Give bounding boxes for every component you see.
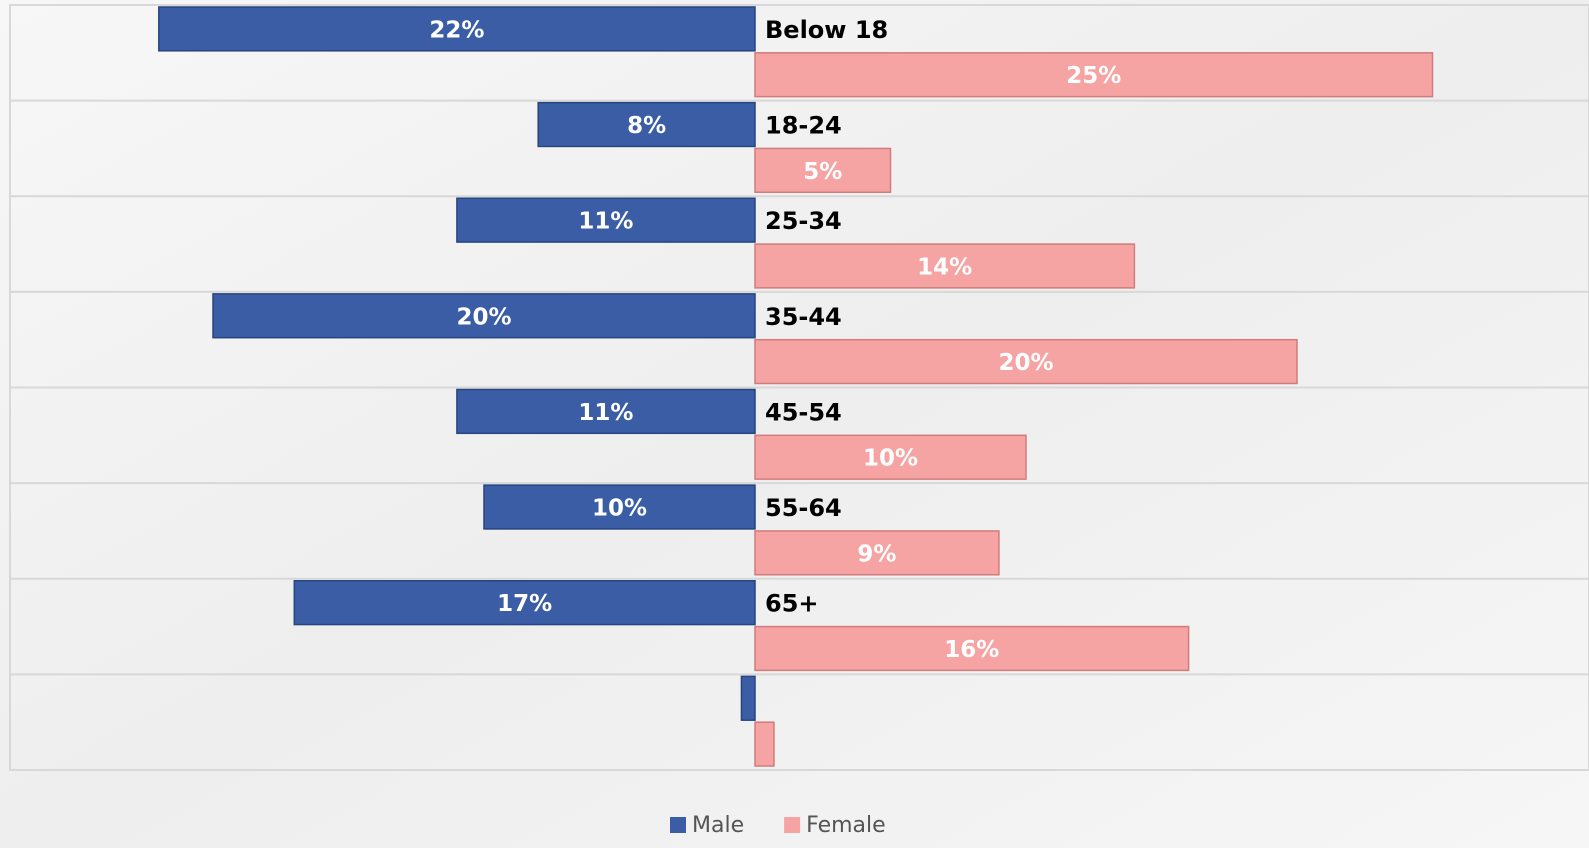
data-label: 10% xyxy=(863,446,918,472)
data-label: 9% xyxy=(857,541,896,567)
category-label: Below 18 xyxy=(765,16,888,44)
category-label: 65+ xyxy=(765,590,819,618)
category-label: 35-44 xyxy=(765,303,842,331)
legend-label: Male xyxy=(692,813,744,838)
bar xyxy=(755,722,774,766)
legend-swatch xyxy=(670,817,686,833)
data-label: 14% xyxy=(917,254,972,280)
data-label: 20% xyxy=(456,304,511,330)
category-label: 25-34 xyxy=(765,207,842,235)
data-label: 17% xyxy=(497,591,552,617)
data-label: 16% xyxy=(944,637,999,663)
legend-label: Female xyxy=(806,813,886,838)
category-label: 18-24 xyxy=(765,112,842,140)
bar xyxy=(741,676,755,720)
data-label: 20% xyxy=(998,350,1053,376)
legend-swatch xyxy=(784,817,800,833)
data-label: 11% xyxy=(578,209,633,235)
data-label: 10% xyxy=(592,496,647,522)
chart: 22% 25% Below 18 8% 5% 18-24 11% 14% 25-34 20% 20%… xyxy=(0,0,1589,848)
category-label: 55-64 xyxy=(765,494,842,522)
category-label: 45-54 xyxy=(765,398,842,426)
data-label: 11% xyxy=(578,400,633,426)
data-label: 5% xyxy=(803,159,842,185)
data-label: 8% xyxy=(627,113,666,139)
data-label: 25% xyxy=(1066,63,1121,89)
data-label: 22% xyxy=(429,17,484,43)
